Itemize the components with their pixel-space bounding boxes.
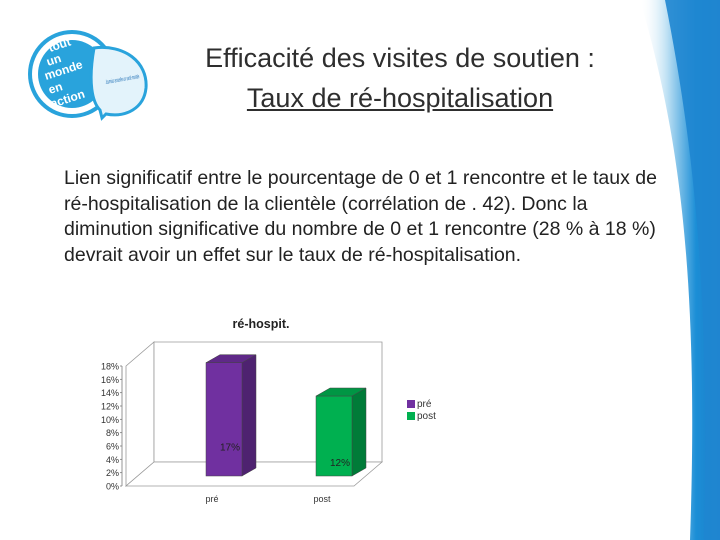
y-tick-label: 12%	[101, 402, 119, 412]
bar-top	[205, 354, 257, 363]
y-tick-label: 0%	[106, 482, 119, 492]
slide-title: Efficacité des visites de soutien : Taux…	[150, 38, 650, 118]
logo-text-line: en	[47, 79, 65, 97]
bar	[205, 362, 243, 477]
logo-text-line: un	[45, 51, 63, 69]
bar-side	[351, 387, 367, 477]
legend-item-pre: pré	[407, 398, 436, 410]
legend-swatch-pre	[407, 400, 415, 408]
chart-side-wall	[125, 341, 155, 487]
bar-side	[241, 354, 257, 477]
legend-swatch-post	[407, 412, 415, 420]
y-tick-label: 18%	[101, 362, 119, 372]
logo-tout-un-monde-en-action: tout un monde en action Journées annuell…	[28, 30, 148, 121]
bar	[315, 395, 353, 477]
y-tick-label: 4%	[106, 455, 119, 465]
legend-label-pre: pré	[417, 398, 432, 410]
y-tick-label: 16%	[101, 375, 119, 385]
chart-legend: pré post	[407, 398, 436, 422]
bar-top	[315, 387, 367, 397]
y-tick-label: 10%	[101, 415, 119, 425]
logo-tagline: Journées annuelles en santé mentale	[105, 74, 140, 86]
decorative-side-stripe	[640, 0, 720, 540]
data-label: 17%	[220, 443, 240, 454]
data-label: 12%	[330, 458, 350, 469]
x-tick-label: post	[313, 494, 331, 504]
y-tick-label: 2%	[106, 468, 119, 478]
bar-chart: ré-hospit. 0% 2% 4% 6% 8% 10% 12% 14% 16% 18% 17%…	[101, 317, 384, 504]
legend-item-post: post	[407, 410, 436, 422]
title-line-1: Efficacité des visites de soutien :	[205, 43, 595, 73]
y-tick-label: 14%	[101, 388, 119, 398]
legend-label-post: post	[417, 410, 436, 422]
logo-text-line: tout	[47, 35, 73, 55]
chart-title: ré-hospit.	[233, 317, 290, 331]
y-tick-label: 6%	[106, 442, 119, 452]
title-line-2: Taux de ré-hospitalisation	[246, 83, 554, 113]
body-paragraph: Lien significatif entre le pourcentage d…	[64, 167, 657, 266]
y-tick-label: 8%	[106, 428, 119, 438]
x-tick-label: pré	[205, 494, 218, 504]
